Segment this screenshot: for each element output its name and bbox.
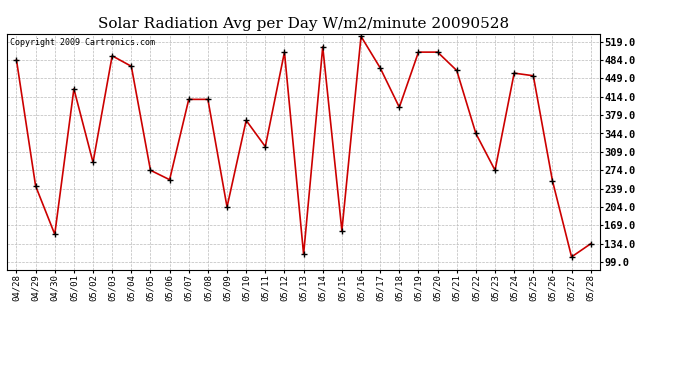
Text: Copyright 2009 Cartronics.com: Copyright 2009 Cartronics.com (10, 39, 155, 48)
Title: Solar Radiation Avg per Day W/m2/minute 20090528: Solar Radiation Avg per Day W/m2/minute … (98, 17, 509, 31)
